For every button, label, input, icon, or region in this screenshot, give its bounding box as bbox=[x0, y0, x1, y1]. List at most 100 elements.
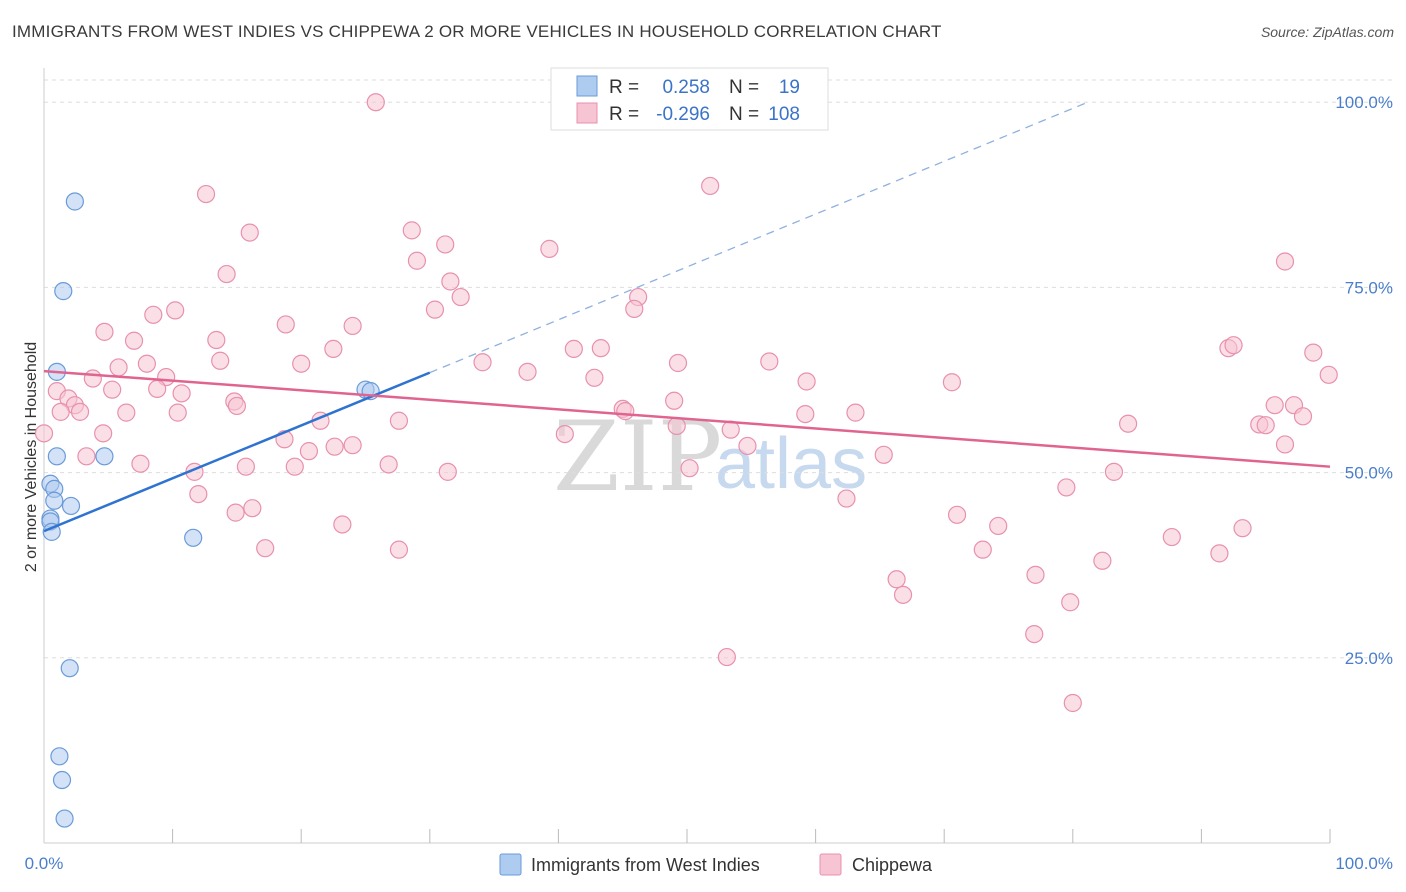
chippewa-point bbox=[285, 457, 304, 476]
west-indies-point bbox=[61, 496, 81, 516]
chippewa-trend-line bbox=[43, 369, 1331, 468]
chippewa-point bbox=[760, 352, 779, 371]
chippewa-point bbox=[256, 539, 275, 558]
chippewa-point bbox=[389, 540, 409, 559]
chippewa-point bbox=[324, 339, 343, 359]
chippewa-point bbox=[168, 403, 187, 422]
chippewa-point bbox=[1210, 544, 1229, 563]
chippewa-point bbox=[407, 251, 427, 270]
chippewa-point bbox=[1063, 693, 1082, 713]
chippewa-point bbox=[701, 176, 720, 196]
chippewa-point bbox=[797, 372, 816, 391]
chippewa-point bbox=[874, 445, 893, 464]
series-swatch-chippewa bbox=[819, 853, 842, 876]
chippewa-point bbox=[325, 437, 344, 456]
legend-r-label-2: R = bbox=[609, 104, 639, 125]
x-ticks bbox=[172, 829, 1331, 843]
chart-title: IMMIGRANTS FROM WEST INDIES VS CHIPPEWA … bbox=[12, 22, 942, 41]
chippewa-point bbox=[333, 515, 352, 534]
watermark-atlas: atlas bbox=[715, 424, 867, 504]
y-tick-label-50: 50.0% bbox=[1345, 464, 1393, 483]
chippewa-point bbox=[796, 404, 815, 424]
west-indies-point bbox=[60, 659, 79, 678]
west-indies-trend-line bbox=[43, 371, 431, 533]
chippewa-point bbox=[137, 354, 156, 373]
chippewa-point bbox=[616, 402, 635, 421]
chippewa-point bbox=[207, 330, 226, 350]
chippewa-point bbox=[70, 402, 90, 421]
series-legend: Immigrants from West Indies Chippewa bbox=[499, 853, 933, 876]
chippewa-point bbox=[1224, 336, 1243, 355]
chippewa-point bbox=[1275, 435, 1295, 454]
source-credit: Source: ZipAtlas.com bbox=[1260, 24, 1394, 40]
chippewa-point bbox=[1162, 527, 1181, 547]
y-tick-label-100: 100.0% bbox=[1335, 93, 1393, 112]
chippewa-point bbox=[942, 373, 962, 392]
west-indies-point bbox=[50, 747, 69, 766]
legend-r-value-2: -0.296 bbox=[656, 104, 710, 125]
chippewa-point bbox=[109, 358, 128, 377]
chippewa-point bbox=[1319, 365, 1338, 384]
chippewa-point bbox=[1093, 551, 1112, 570]
chippewa-point bbox=[236, 457, 256, 476]
west-indies-point bbox=[65, 192, 84, 211]
legend-n-label-2: N = bbox=[729, 104, 759, 125]
y-axis-label: 2 or more Vehicles in Household bbox=[23, 342, 40, 572]
chippewa-point bbox=[366, 93, 385, 112]
chippewa-point bbox=[299, 442, 319, 461]
chippewa-point bbox=[1233, 519, 1252, 538]
chippewa-point bbox=[148, 379, 167, 399]
chippewa-point bbox=[893, 585, 913, 604]
legend-n-value-1: 19 bbox=[779, 77, 800, 98]
west-indies-point bbox=[45, 491, 64, 510]
chippewa-point bbox=[555, 424, 574, 444]
chippewa-point bbox=[668, 353, 688, 373]
chippewa-point bbox=[625, 299, 644, 318]
chippewa-point bbox=[1256, 416, 1275, 435]
chippewa-point bbox=[217, 264, 236, 284]
chippewa-point bbox=[436, 235, 455, 254]
chippewa-point bbox=[172, 384, 191, 403]
chippewa-point bbox=[1293, 407, 1313, 426]
chippewa-point bbox=[1118, 414, 1138, 433]
chippewa-point bbox=[292, 354, 311, 373]
chippewa-point bbox=[1104, 462, 1124, 481]
chippewa-point bbox=[343, 436, 362, 455]
chippewa-point bbox=[117, 403, 136, 422]
chippewa-point bbox=[1265, 396, 1284, 415]
west-indies-point bbox=[54, 282, 73, 301]
west-indies-point bbox=[184, 528, 203, 547]
series-label-chippewa: Chippewa bbox=[852, 855, 933, 875]
legend-n-label-1: N = bbox=[729, 77, 759, 98]
chippewa-point bbox=[227, 396, 246, 416]
chippewa-point bbox=[77, 447, 96, 466]
chippewa-point bbox=[402, 221, 421, 240]
west-indies-point bbox=[47, 447, 66, 466]
chippewa-point bbox=[591, 339, 610, 358]
chippewa-point bbox=[83, 369, 102, 388]
chippewa-point bbox=[166, 301, 185, 320]
chippewa-point bbox=[451, 287, 470, 307]
legend-swatch-west-indies bbox=[576, 75, 598, 97]
x-tick-label-max: 100.0% bbox=[1335, 854, 1393, 873]
chippewa-point bbox=[95, 322, 114, 341]
west-indies-point bbox=[95, 447, 114, 466]
west-indies-trend-extension bbox=[429, 102, 1086, 374]
chippewa-point bbox=[1057, 478, 1076, 497]
series-swatch-west-indies bbox=[499, 853, 522, 876]
west-indies-point bbox=[55, 809, 74, 828]
chippewa-point bbox=[438, 462, 457, 481]
chippewa-point bbox=[425, 300, 445, 319]
chippewa-point bbox=[34, 424, 54, 443]
chippewa-point bbox=[343, 316, 362, 336]
chippewa-point bbox=[379, 455, 398, 474]
chippewa-point bbox=[1026, 565, 1045, 584]
gridlines bbox=[44, 79, 1393, 659]
chippewa-points bbox=[34, 93, 1338, 713]
chippewa-point bbox=[564, 339, 583, 359]
chippewa-point bbox=[1025, 625, 1044, 644]
chippewa-point bbox=[226, 503, 245, 522]
chippewa-point bbox=[240, 223, 259, 242]
chippewa-point bbox=[144, 305, 163, 324]
